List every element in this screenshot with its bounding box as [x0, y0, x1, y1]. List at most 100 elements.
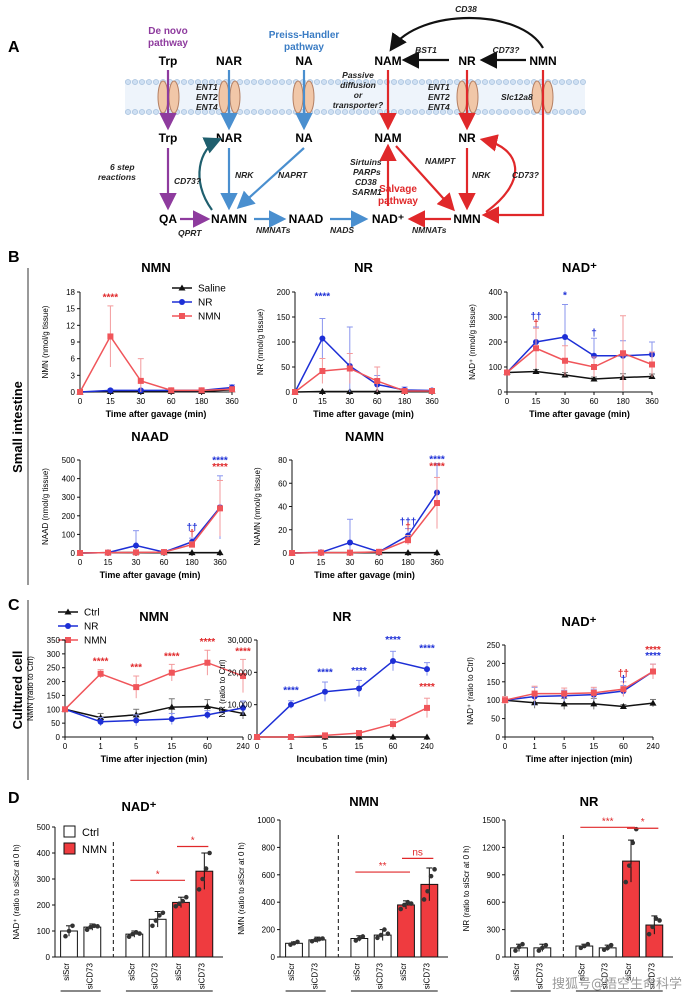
metabolite-nmn-out: NMN	[529, 54, 556, 68]
lipid-head	[552, 79, 558, 85]
data-point	[216, 549, 224, 556]
lipid-head	[335, 109, 341, 115]
arrow-nmn-import	[481, 70, 545, 224]
lipid-head	[566, 79, 572, 85]
x-tick-label: 0	[505, 397, 510, 406]
significance-mark: ††	[530, 312, 541, 323]
lipid-head	[559, 79, 565, 85]
y-tick-label: 0	[248, 733, 253, 742]
y-tick-label: 350	[47, 636, 61, 645]
panel-letter-b: B	[8, 249, 20, 266]
data-dot	[295, 939, 300, 945]
label-six-step-1: 6 step	[110, 162, 135, 172]
arrow-nmn-nr	[479, 134, 517, 213]
data-point	[649, 699, 657, 706]
series-nr	[504, 304, 655, 376]
data-point	[433, 549, 441, 556]
salvage-title-2: pathway	[378, 196, 418, 207]
data-point	[137, 377, 144, 384]
chart-B4: NAAD 0 100 200 300 400 500 0 15 30 60 180 360 Time af…	[41, 429, 228, 580]
x-tick-label: 240	[236, 742, 250, 751]
x-tick-label: 15	[532, 397, 541, 406]
lipid-head	[153, 79, 159, 85]
category-label: siCD73	[197, 962, 206, 989]
data-dot	[432, 867, 437, 872]
legend-label: Ctrl	[84, 608, 100, 619]
side-label-cultured-cell: Cultured cell	[10, 651, 25, 730]
label-nrk-left: NRK	[235, 170, 254, 180]
y-tick-label: 30,000	[228, 636, 253, 645]
x-tick-label: 240	[420, 742, 434, 751]
label-passive-2: diffusion	[340, 80, 376, 90]
y-tick-label: 20	[278, 526, 287, 535]
lipid-head	[440, 79, 446, 85]
data-dot	[378, 932, 384, 938]
metabolite-nar-out: NAR	[216, 54, 242, 68]
legend-d: Ctrl NMN	[63, 825, 107, 856]
data-dot	[408, 901, 414, 906]
x-axis-label: Time after gavage (min)	[106, 409, 207, 419]
metabolite-nam-out: NAM	[374, 54, 401, 68]
legend-marker	[65, 637, 71, 643]
data-point	[620, 686, 627, 693]
category-label: siCD73	[376, 962, 385, 989]
lipid-head	[132, 79, 138, 85]
x-tick-label: 0	[63, 742, 68, 751]
data-dot	[91, 923, 97, 929]
x-tick-label: 5	[562, 742, 567, 751]
category-label: siScr	[352, 963, 361, 981]
lipid-head	[412, 79, 418, 85]
lipid-head	[482, 109, 488, 115]
lipid-head	[580, 79, 586, 85]
data-dot	[309, 938, 315, 944]
significance-mark: ****	[351, 666, 367, 677]
lipid-head	[419, 79, 425, 85]
y-tick-label: 100	[489, 363, 503, 372]
lipid-head	[524, 79, 530, 85]
data-point	[356, 730, 362, 737]
data-point	[133, 684, 140, 691]
chart-title: NAD⁺	[561, 614, 596, 629]
x-tick-label: 0	[293, 397, 298, 406]
data-point	[161, 549, 167, 556]
data-point	[105, 549, 111, 556]
x-axis-label: Incubation time (min)	[297, 754, 388, 764]
lipid-head	[363, 79, 369, 85]
label-passive-1: Passive	[342, 70, 374, 80]
lipid-head	[258, 79, 264, 85]
legend-label: NMN	[82, 844, 107, 856]
y-tick-label: 3	[71, 371, 76, 380]
significance-mark: ****	[385, 635, 401, 646]
data-point	[217, 505, 223, 512]
data-point	[168, 387, 175, 394]
series-nr	[254, 650, 430, 740]
lipid-head	[370, 109, 376, 115]
y-tick-label: 900	[487, 871, 501, 880]
lipid-head	[244, 109, 250, 115]
data-dot	[582, 943, 587, 949]
x-axis-label: Time after injection (min)	[101, 754, 208, 764]
y-tick-label: 0	[496, 953, 501, 962]
lipid-head	[202, 109, 208, 115]
data-point	[405, 537, 411, 544]
y-tick-label: 40	[278, 503, 287, 512]
data-dot	[421, 897, 427, 902]
data-point	[504, 369, 510, 376]
category-label: siScr	[577, 963, 586, 981]
data-point	[322, 688, 328, 695]
y-tick-label: 0	[283, 549, 288, 558]
data-point	[240, 704, 246, 711]
metabolite-na-out: NA	[295, 54, 313, 68]
data-point	[289, 550, 295, 556]
lipid-head	[328, 109, 334, 115]
lipid-head	[377, 79, 383, 85]
label-ent-left-1: ENT1	[196, 82, 218, 92]
watermark: 搜狐号@悟空生命科学	[552, 976, 682, 992]
series-nmn	[62, 649, 246, 713]
series-nr	[77, 475, 223, 556]
lipid-head	[559, 109, 565, 115]
lipid-head	[195, 109, 201, 115]
panel-letter-c: C	[8, 597, 20, 614]
data-dot	[88, 924, 93, 930]
